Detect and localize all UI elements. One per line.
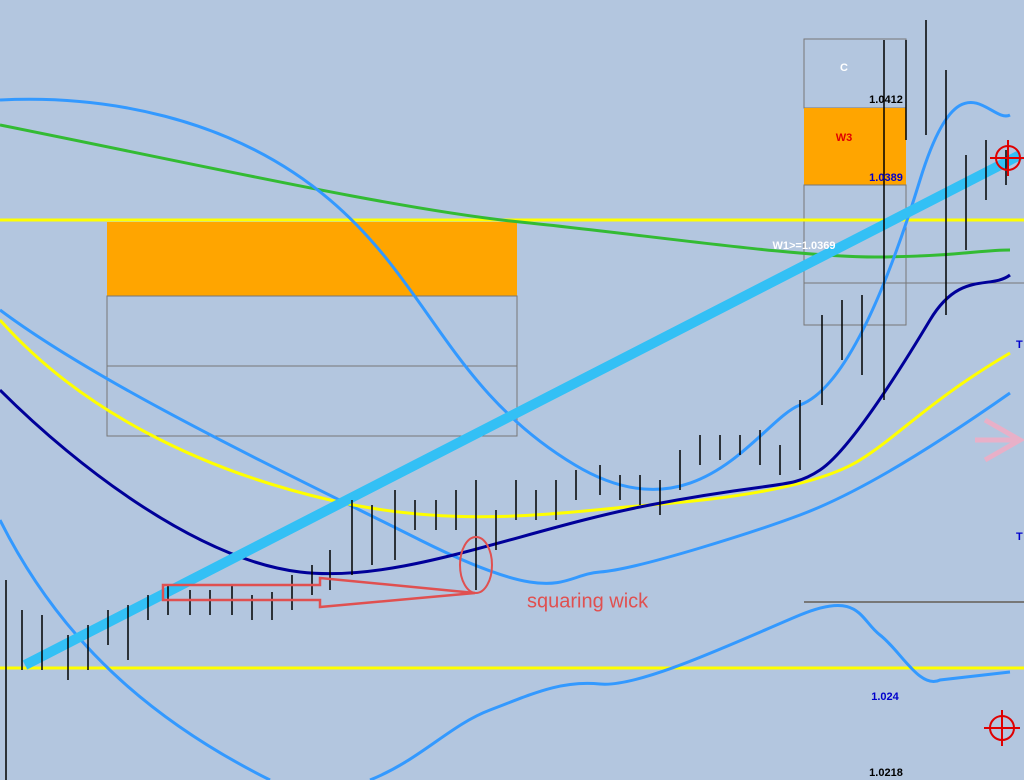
crosshair [984, 140, 1024, 746]
box-label: C [840, 62, 848, 74]
band-middle [0, 308, 1011, 585]
trend-line [22, 150, 1023, 670]
marker-label: T [1016, 339, 1023, 351]
moving-average [0, 319, 1011, 519]
annotation-arrow [161, 576, 476, 609]
level-label: 1.0389 [869, 172, 903, 184]
level-label: 1.0412 [869, 94, 903, 106]
zone-box [106, 365, 518, 437]
note: squaring wick [527, 590, 649, 612]
annotation-circle [459, 536, 493, 594]
moving-average [0, 273, 1011, 576]
level-label: W1>=1.0369 [773, 240, 836, 252]
arrow-icon [975, 417, 1024, 463]
level-label: 1.024 [871, 691, 899, 703]
zone [804, 108, 906, 185]
band-upper [0, 97, 1011, 491]
marker-label: T [1016, 531, 1023, 543]
box-label: W3 [836, 132, 853, 144]
zone [107, 222, 517, 296]
moving-average [0, 123, 1011, 259]
band-lower [0, 519, 1011, 780]
level-label: 1.0218 [869, 767, 903, 779]
